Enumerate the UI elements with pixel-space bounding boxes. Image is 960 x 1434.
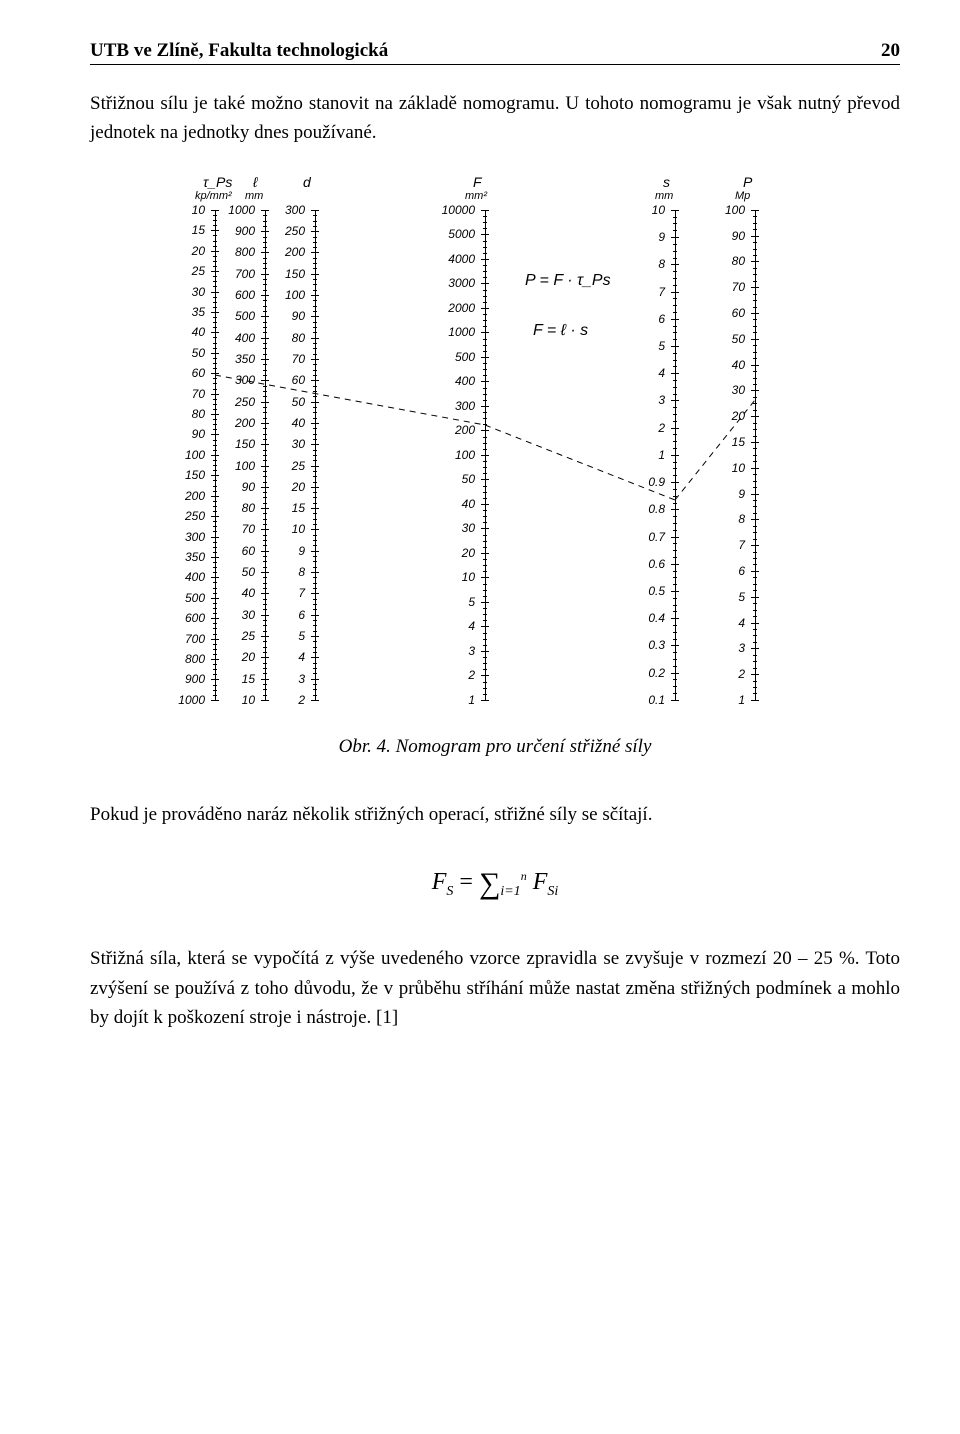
paragraph-2: Pokud je prováděno naráz několik střižný… bbox=[90, 800, 900, 829]
nomogram-figure: τ_Pskp/mm²101520253035405060708090100150… bbox=[90, 166, 900, 726]
figure-caption: Obr. 4. Nomogram pro určení střižné síly bbox=[90, 736, 900, 758]
paragraph-3: Střižná síla, která se vypočítá z výše u… bbox=[90, 944, 900, 1032]
paragraph-1: Střižnou sílu je také možno stanovit na … bbox=[90, 89, 900, 148]
header-left: UTB ve Zlíně, Fakulta technologická bbox=[90, 40, 388, 62]
nomogram-equation: P = F · τ_Ps bbox=[525, 272, 611, 290]
nomogram-equation: F = ℓ · s bbox=[533, 322, 588, 340]
header-right: 20 bbox=[881, 40, 900, 62]
formula: FS = ∑i=1n FSi bbox=[90, 863, 900, 900]
